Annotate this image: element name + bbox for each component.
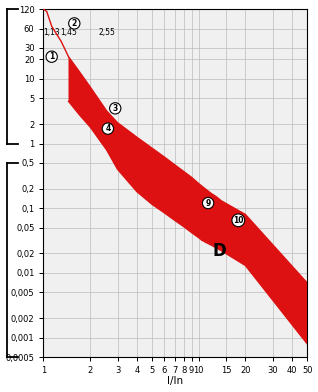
Text: 10: 10 — [233, 216, 244, 225]
X-axis label: I/In: I/In — [167, 376, 183, 387]
Text: 1,13: 1,13 — [43, 29, 60, 38]
Text: 3: 3 — [113, 104, 118, 113]
Text: 1: 1 — [49, 52, 54, 61]
Text: 1,45: 1,45 — [60, 29, 77, 38]
Polygon shape — [44, 9, 307, 344]
Text: 9: 9 — [205, 199, 211, 208]
Text: D: D — [212, 242, 226, 260]
Text: 4: 4 — [105, 124, 110, 133]
Text: 2,55: 2,55 — [98, 29, 115, 38]
Text: 2: 2 — [72, 19, 77, 28]
